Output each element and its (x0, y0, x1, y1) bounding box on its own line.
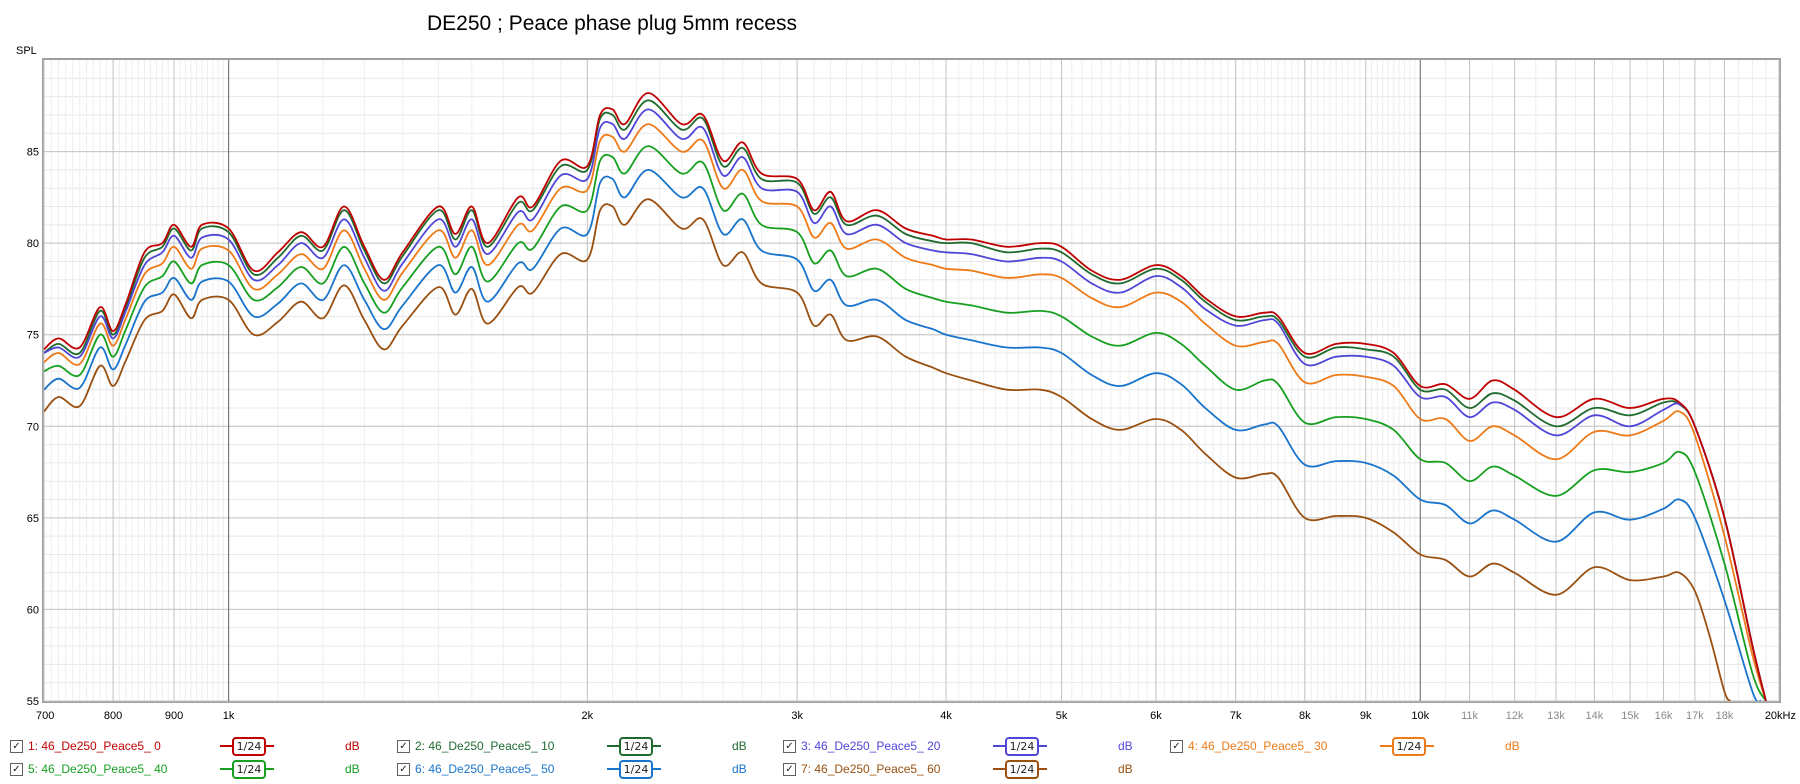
legend-checkbox[interactable]: ✓ (10, 762, 23, 776)
legend-entry-6: ✓ 6: 46_De250_Peace5_ 50 1/24 dB (397, 759, 777, 779)
x-tick-label: 2k (582, 710, 594, 722)
smoothing-label: 1/24 (232, 737, 266, 756)
x-tick-label: 5k (1056, 710, 1068, 722)
legend-entry-3: ✓ 3: 46_De250_Peace5_ 20 1/24 dB (783, 736, 1163, 756)
smoothing-button[interactable]: 1/24 (993, 760, 1047, 779)
y-tick-label: 60 (27, 604, 39, 616)
legend-entry-7: ✓ 7: 46_De250_Peace5_ 60 1/24 dB (783, 759, 1163, 779)
legend-unit-label: dB (732, 739, 747, 753)
y-tick-label: 80 (27, 238, 39, 250)
chart-title: DE250 ; Peace phase plug 5mm recess (427, 12, 797, 35)
series-line-5 (44, 145, 1767, 701)
x-tick-label: 6k (1150, 710, 1162, 722)
grid-lines (43, 60, 1780, 702)
legend-unit-label: dB (345, 739, 360, 753)
legend-series-name: 2: 46_De250_Peace5_ 10 (415, 739, 555, 753)
smoothing-button[interactable]: 1/24 (993, 737, 1047, 756)
x-tick-label: 900 (165, 710, 183, 722)
legend-unit-label: dB (1505, 739, 1520, 753)
smoothing-button[interactable]: 1/24 (1380, 737, 1434, 756)
smoothing-label: 1/24 (1392, 737, 1426, 756)
x-tick-label: 11k (1461, 710, 1478, 722)
x-tick-label: 10k (1411, 710, 1429, 722)
x-tick-label: 12k (1506, 710, 1524, 722)
y-axis-label: SPL (16, 45, 37, 57)
x-tick-label: 8k (1299, 710, 1311, 722)
legend-unit-label: dB (1118, 739, 1133, 753)
x-tick-labels: 700 800 900 1k 2k 3k 4k 5k 6k 7k 8k 9k 10k 11k 12k 13k 1… (36, 710, 1796, 722)
x-tick-label: 15k (1621, 710, 1639, 722)
legend-checkbox[interactable]: ✓ (1170, 739, 1183, 753)
smoothing-button[interactable]: 1/24 (220, 737, 274, 756)
legend-checkbox[interactable]: ✓ (783, 762, 796, 776)
legend-unit-label: dB (1118, 762, 1133, 776)
y-tick-label: 70 (27, 421, 39, 433)
x-tick-label: 17k (1686, 710, 1704, 722)
y-tick-label: 65 (27, 513, 39, 525)
plot-frame (42, 58, 1781, 703)
legend-checkbox[interactable]: ✓ (397, 762, 410, 776)
legend-entry-5: ✓ 5: 46_De250_Peace5_ 40 1/24 dB (10, 759, 390, 779)
series-line-4 (44, 123, 1767, 701)
series-line-7 (44, 198, 1731, 701)
x-tick-label: 3k (791, 710, 803, 722)
x-tick-label: 16k (1655, 710, 1673, 722)
x-tick-label: 13k (1547, 710, 1565, 722)
smoothing-label: 1/24 (1005, 737, 1039, 756)
series-lines (44, 92, 1767, 701)
smoothing-label: 1/24 (619, 737, 653, 756)
x-tick-label: 1k (223, 710, 235, 722)
legend-series-name: 5: 46_De250_Peace5_ 40 (28, 762, 168, 776)
legend-checkbox[interactable]: ✓ (783, 739, 796, 753)
series-line-1 (44, 92, 1767, 701)
legend-series-name: 3: 46_De250_Peace5_ 20 (801, 739, 941, 753)
frequency-response-chart: DE250 ; Peace phase plug 5mm recess SPL … (16, 12, 1796, 722)
x-tick-label: 14k (1586, 710, 1604, 722)
y-tick-label: 85 (27, 147, 39, 159)
series-line-6 (44, 169, 1762, 701)
smoothing-label: 1/24 (1005, 760, 1039, 779)
smoothing-button[interactable]: 1/24 (220, 760, 274, 779)
x-tick-label: 9k (1360, 710, 1372, 722)
y-tick-labels: 55 60 65 70 75 80 85 (27, 147, 39, 708)
legend: ✓ 1: 46_De250_Peace5_ 0 1/24 dB ✓ 2: 46_De250… (0, 732, 1800, 784)
y-tick-label: 55 (27, 696, 39, 708)
smoothing-label: 1/24 (619, 760, 653, 779)
legend-series-name: 7: 46_De250_Peace5_ 60 (801, 762, 941, 776)
x-tick-label: 18k (1716, 710, 1734, 722)
x-tick-label: 700 (36, 710, 54, 722)
x-tick-label: 800 (104, 710, 122, 722)
series-line-2 (44, 99, 1767, 701)
series-line-3 (44, 108, 1767, 701)
legend-series-name: 6: 46_De250_Peace5_ 50 (415, 762, 555, 776)
smoothing-label: 1/24 (232, 760, 266, 779)
legend-entry-2: ✓ 2: 46_De250_Peace5_ 10 1/24 dB (397, 736, 777, 756)
legend-unit-label: dB (345, 762, 360, 776)
legend-series-name: 1: 46_De250_Peace5_ 0 (28, 739, 161, 753)
legend-checkbox[interactable]: ✓ (397, 739, 410, 753)
x-tick-label: 7k (1230, 710, 1242, 722)
legend-series-name: 4: 46_De250_Peace5_ 30 (1188, 739, 1328, 753)
x-tick-label: 20kHz (1765, 710, 1796, 722)
legend-entry-1: ✓ 1: 46_De250_Peace5_ 0 1/24 dB (10, 736, 390, 756)
legend-checkbox[interactable]: ✓ (10, 739, 23, 753)
x-tick-label: 4k (940, 710, 952, 722)
smoothing-button[interactable]: 1/24 (607, 737, 661, 756)
smoothing-button[interactable]: 1/24 (607, 760, 661, 779)
legend-unit-label: dB (732, 762, 747, 776)
y-tick-label: 75 (27, 330, 39, 342)
legend-entry-4: ✓ 4: 46_De250_Peace5_ 30 1/24 dB (1170, 736, 1550, 756)
